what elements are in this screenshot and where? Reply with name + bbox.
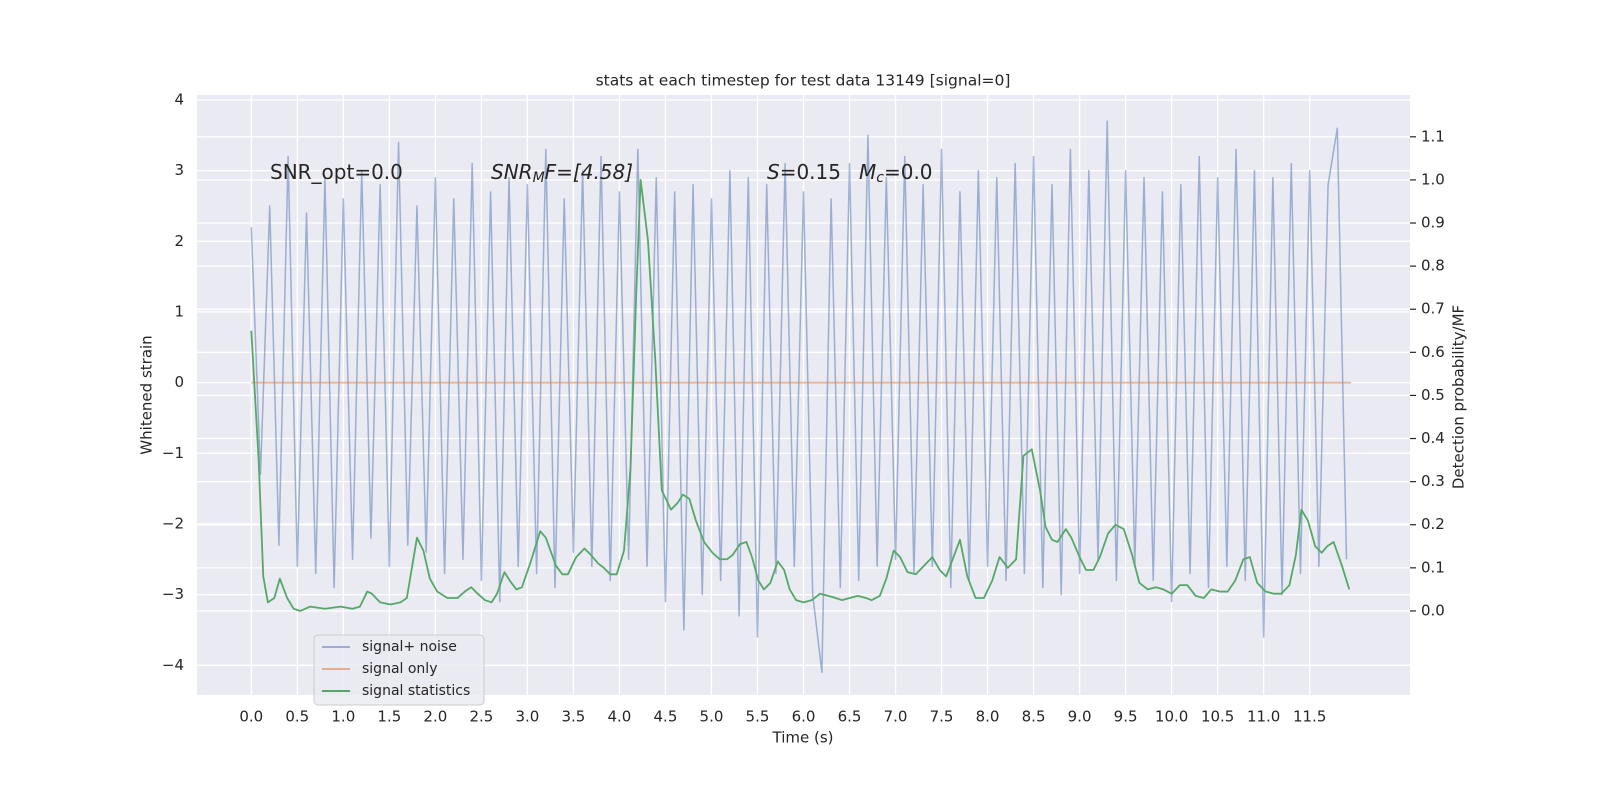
annotation-part: S [767,160,780,184]
lines [250,120,1352,674]
y2-tick-label: 0.5 [1421,386,1445,404]
x-tick-label: 5.0 [700,708,724,726]
y-axis-label: Whitened strain [138,335,156,454]
legend-label: signal only [362,661,437,677]
legend-box [313,634,485,706]
x-tick-label: 9.0 [1068,708,1092,726]
annotation-part: F=[4.58] [545,160,633,184]
x-tick-label: 5.5 [746,708,770,726]
x-tick-label: 3.5 [561,708,585,726]
x-tick-label: 7.5 [930,708,954,726]
x-tick-label: 6.0 [792,708,816,726]
annotation-part: SNR_opt=0.0 [270,160,403,184]
y2-tick-label: 0.7 [1421,300,1445,318]
annotation: SNRMF=[4.58] [491,160,633,187]
y2-tick-label: 0.6 [1421,343,1445,361]
x-tick-label: 4.0 [608,708,632,726]
x-tick-label: 2.0 [423,708,447,726]
x-tick-label: 0.5 [285,708,309,726]
x-tick-label: 8.0 [976,708,1000,726]
y2-tick-label: 0.0 [1421,601,1445,619]
y2-tick-label: 0.8 [1421,257,1445,275]
x-tick-label: 1.0 [331,708,355,726]
y-tick-label: 1 [174,302,184,320]
y2-tick-label: 0.2 [1421,515,1445,533]
x-tick-label: 8.5 [1022,708,1046,726]
y-tick-label: −1 [162,444,184,462]
annotation-part: SNR [491,160,533,184]
x-tick-label: 4.5 [654,708,678,726]
y2-tick-label: 0.9 [1421,214,1445,232]
y-tick-label: 0 [174,373,184,391]
annotation: SNR_opt=0.0 [270,160,403,184]
annotation: S=0.15 [767,160,841,184]
y-tick-label: 3 [174,161,184,179]
y-tick-label: 2 [174,232,184,250]
x-tick-label: 1.5 [377,708,401,726]
annotation: Mc=0.0 [859,160,933,187]
series-line [250,120,1348,674]
x-tick-label: 11.5 [1293,708,1326,726]
x-tick-label: 11.0 [1247,708,1280,726]
legend-label: signal statistics [362,683,470,699]
y-tick-label: −2 [162,514,184,532]
x-tick-label: 10.5 [1201,708,1234,726]
y2-tick-label: 0.3 [1421,472,1445,490]
y2-tick-label: 1.0 [1421,170,1445,188]
chart-title: stats at each timestep for test data 131… [596,72,1011,90]
annotation-part: =0.0 [884,160,933,184]
y2-axis-label: Detection probability/MF [1450,305,1468,489]
y-tick-label: −3 [162,585,184,603]
x-tick-label: 0.0 [239,708,263,726]
annotation-part: M [533,170,545,186]
y-tick-label: 4 [174,90,184,108]
x-tick-label: 9.5 [1114,708,1138,726]
series-line [250,179,1351,612]
x-tick-label: 6.5 [838,708,862,726]
x-tick-label: 10.0 [1155,708,1188,726]
y-tick-label: −4 [162,656,184,674]
x-axis-label: Time (s) [772,729,834,747]
y2-tick-label: 0.4 [1421,429,1445,447]
y2-tick-label: 1.1 [1421,127,1445,145]
y2-tick-label: 0.1 [1421,558,1445,576]
annotation-part: c [876,170,884,186]
x-tick-label: 3.0 [515,708,539,726]
x-tick-label: 2.5 [469,708,493,726]
annotation-part: M [859,160,876,184]
legend-label: signal+ noise [362,639,457,655]
annotation-part: =0.15 [780,160,841,184]
x-tick-label: 7.0 [884,708,908,726]
